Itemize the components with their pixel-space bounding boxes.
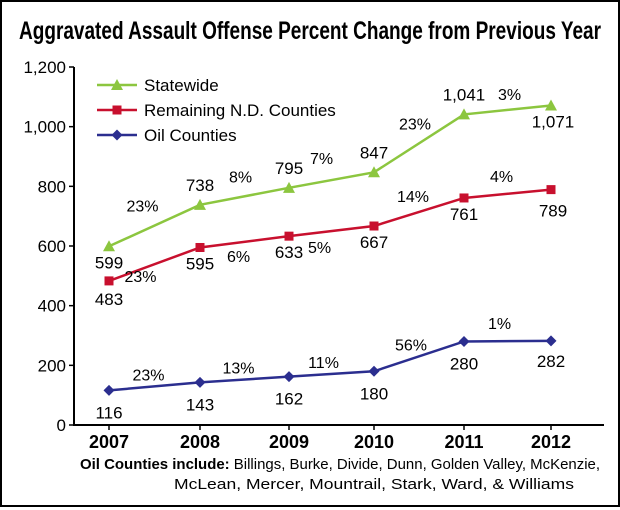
footnote-line-1: Oil Counties include: Billings, Burke, D… — [80, 456, 600, 473]
change-label: 23% — [399, 116, 431, 133]
change-label: 23% — [132, 367, 164, 384]
change-label: 8% — [229, 169, 252, 186]
footnote-line-2: McLean, Mercer, Mountrail, Stark, Ward, … — [174, 476, 574, 493]
square-marker — [104, 276, 114, 286]
legend-diamond-marker — [111, 129, 123, 141]
diamond-marker — [458, 335, 470, 347]
series-oil-counties: 116 143 162 180 280 282 23% 13% 11% 56% 1% — [95, 316, 565, 422]
series-layer: 599 738 795 847 1,041 1,071 23% 8% 7% 23% 3% 483 595… — [95, 85, 574, 422]
data-label: 595 — [186, 254, 214, 273]
legend-label: Statewide — [144, 76, 219, 95]
data-label: 738 — [186, 176, 214, 195]
square-marker — [546, 185, 556, 195]
data-label: 1,071 — [532, 112, 575, 131]
chart-title: Aggravated Assault Offense Percent Chang… — [19, 17, 601, 45]
y-tick-label: 400 — [38, 297, 66, 316]
footnote-bold-label: Oil Counties include: — [80, 456, 230, 473]
change-label: 13% — [222, 361, 254, 378]
change-label: 6% — [227, 249, 250, 266]
legend-item: Statewide — [97, 76, 219, 95]
series-line — [108, 339, 552, 392]
series-line — [108, 188, 552, 283]
x-tick-label: 2012 — [531, 432, 571, 452]
axes: 0 200 400 600 800 1,000 1,200 2007 2008 2009 2010 2… — [23, 58, 604, 452]
change-label: 11% — [308, 355, 339, 372]
x-tick-label: 2008 — [180, 432, 220, 452]
data-label: 143 — [186, 395, 214, 414]
square-marker — [459, 193, 469, 203]
legend-label: Oil Counties — [144, 126, 237, 145]
change-label: 23% — [126, 199, 158, 216]
triangle-marker — [545, 99, 557, 111]
series-statewide: 599 738 795 847 1,041 1,071 23% 8% 7% 23% 3% — [95, 85, 574, 272]
change-label: 3% — [498, 87, 521, 104]
series-remaining-n-d-counties: 483 595 633 667 761 789 23% 6% 5% 14% 4% — [95, 169, 567, 309]
change-label: 4% — [490, 169, 513, 186]
diamond-marker — [194, 376, 206, 388]
x-tick-label: 2007 — [89, 432, 129, 452]
square-marker — [195, 242, 205, 252]
diamond-marker — [368, 365, 380, 377]
data-label: 847 — [360, 143, 388, 162]
y-tick-label: 1,000 — [23, 118, 66, 137]
legend-label: Remaining N.D. Counties — [144, 101, 336, 120]
change-label: 23% — [124, 269, 156, 286]
data-label: 795 — [275, 159, 303, 178]
diamond-marker — [283, 371, 295, 383]
line-chart: Aggravated Assault Offense Percent Chang… — [19, 17, 604, 493]
data-label: 162 — [275, 390, 303, 409]
footnote-list-1: Billings, Burke, Divide, Dunn, Golden Va… — [230, 456, 600, 473]
data-label: 789 — [539, 202, 567, 221]
data-label: 1,041 — [443, 85, 486, 104]
legend-item: Oil Counties — [97, 126, 237, 145]
y-tick-label: 1,200 — [23, 58, 66, 77]
legend-item: Remaining N.D. Counties — [97, 101, 336, 120]
y-tick-label: 800 — [38, 177, 66, 196]
change-label: 1% — [488, 316, 511, 333]
x-tick-label: 2010 — [354, 432, 394, 452]
series-line — [108, 104, 552, 248]
change-label: 56% — [395, 337, 427, 354]
diamond-marker — [545, 335, 557, 347]
change-label: 14% — [397, 189, 429, 206]
y-tick-label: 200 — [38, 356, 66, 375]
square-marker — [284, 231, 294, 241]
y-tick-label: 600 — [38, 237, 66, 256]
triangle-marker — [368, 166, 380, 178]
diamond-marker — [103, 384, 115, 396]
triangle-marker — [194, 198, 206, 210]
data-label: 633 — [275, 243, 303, 262]
change-label: 5% — [308, 240, 331, 257]
y-tick-label: 0 — [57, 416, 66, 435]
x-tick-label: 2009 — [269, 432, 309, 452]
triangle-marker — [103, 240, 115, 252]
data-label: 483 — [95, 290, 123, 309]
triangle-marker — [283, 181, 295, 193]
x-tick-label: 2011 — [444, 432, 483, 452]
data-label: 282 — [537, 352, 565, 371]
data-label: 667 — [360, 233, 388, 252]
legend: Statewide Remaining N.D. Counties Oil Coun… — [97, 76, 336, 145]
data-label: 280 — [450, 354, 478, 373]
square-marker — [369, 221, 379, 231]
data-label: 599 — [95, 253, 123, 272]
data-label: 116 — [95, 403, 122, 422]
legend-triangle-marker — [111, 79, 123, 90]
legend-square-marker — [112, 105, 122, 115]
data-label: 761 — [450, 205, 478, 224]
change-label: 7% — [310, 151, 333, 168]
data-label: 180 — [360, 384, 388, 403]
triangle-marker — [458, 108, 470, 120]
